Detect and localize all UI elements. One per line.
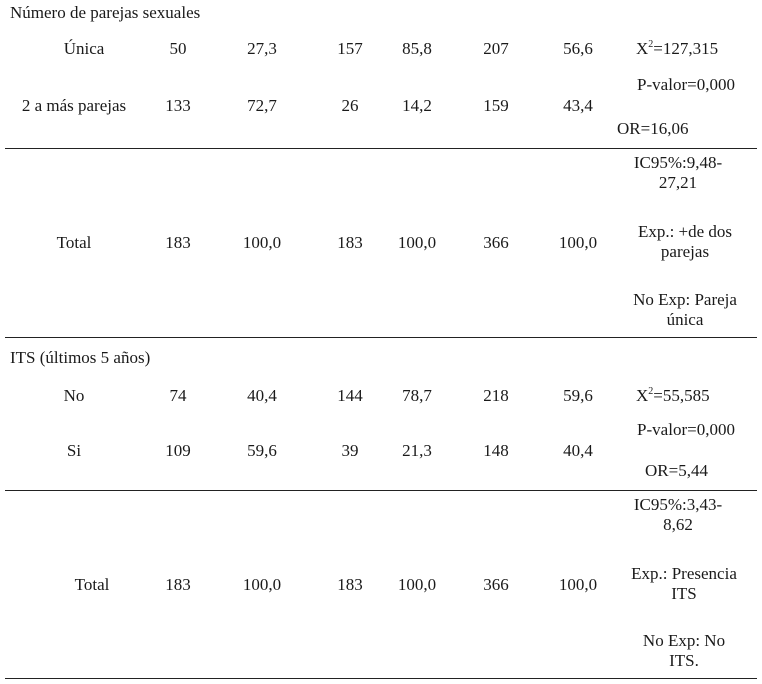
table-cell: 100,0	[242, 575, 282, 594]
p-value: P-valor=0,000	[637, 420, 735, 439]
section-title: Número de parejas sexuales	[10, 3, 201, 22]
table-cell: 40,4	[247, 386, 277, 405]
table-cell: 183	[337, 575, 363, 594]
table-cell: 43,4	[563, 96, 593, 115]
p-value: P-valor=0,000	[637, 75, 735, 94]
odds-ratio: OR=5,44	[645, 461, 708, 480]
table-cell: 144	[337, 386, 363, 405]
exposure-note: Exp.: +de dos parejas	[637, 222, 733, 261]
section-title: ITS (últimos 5 años)	[10, 348, 151, 367]
table-cell: 14,2	[402, 96, 432, 115]
table-cell: 50	[169, 39, 187, 58]
row-label: No	[63, 386, 85, 405]
table-cell: 78,7	[402, 386, 432, 405]
chi-square-value: X2=55,585	[636, 386, 710, 405]
table-cell: 157	[337, 39, 363, 58]
row-divider	[5, 337, 757, 338]
table-cell: 100,0	[558, 233, 598, 252]
row-label: Si	[66, 441, 82, 460]
row-label: Total	[74, 575, 110, 594]
table-cell: 72,7	[247, 96, 277, 115]
table-cell: 218	[483, 386, 509, 405]
table-cell: 183	[165, 233, 191, 252]
row-label: Única	[63, 39, 105, 58]
table-cell: 148	[483, 441, 509, 460]
table-cell: 100,0	[397, 575, 437, 594]
table-cell: 100,0	[397, 233, 437, 252]
exposure-note: Exp.: Presencia ITS	[631, 564, 737, 603]
table-cell: 109	[165, 441, 191, 460]
no-exposure-note: No Exp: Pareja única	[633, 290, 737, 329]
table-cell: 207	[483, 39, 509, 58]
table-cell: 183	[337, 233, 363, 252]
table-cell: 56,6	[563, 39, 593, 58]
table-cell: 74	[169, 386, 187, 405]
table-cell: 159	[483, 96, 509, 115]
row-divider	[5, 490, 757, 491]
table-cell: 59,6	[563, 386, 593, 405]
row-divider	[5, 678, 757, 679]
confidence-interval: IC95%:9,48- 27,21	[633, 153, 723, 192]
table-cell: 183	[165, 575, 191, 594]
table-cell: 133	[165, 96, 191, 115]
table-cell: 21,3	[402, 441, 432, 460]
row-label: Total	[56, 233, 92, 252]
table-cell: 366	[483, 575, 509, 594]
chi-square-value: X2=127,315	[636, 39, 719, 58]
table-cell: 100,0	[242, 233, 282, 252]
confidence-interval: IC95%:3,43- 8,62	[633, 495, 723, 534]
table-cell: 100,0	[558, 575, 598, 594]
table-cell: 40,4	[563, 441, 593, 460]
table-cell: 39	[341, 441, 359, 460]
table-cell: 366	[483, 233, 509, 252]
table-cell: 27,3	[247, 39, 277, 58]
row-label: 2 a más parejas	[21, 96, 127, 115]
odds-ratio: OR=16,06	[617, 119, 689, 138]
row-divider	[5, 148, 757, 149]
table-cell: 26	[341, 96, 359, 115]
no-exposure-note: No Exp: No ITS.	[642, 631, 726, 670]
table-cell: 85,8	[402, 39, 432, 58]
table-cell: 59,6	[247, 441, 277, 460]
